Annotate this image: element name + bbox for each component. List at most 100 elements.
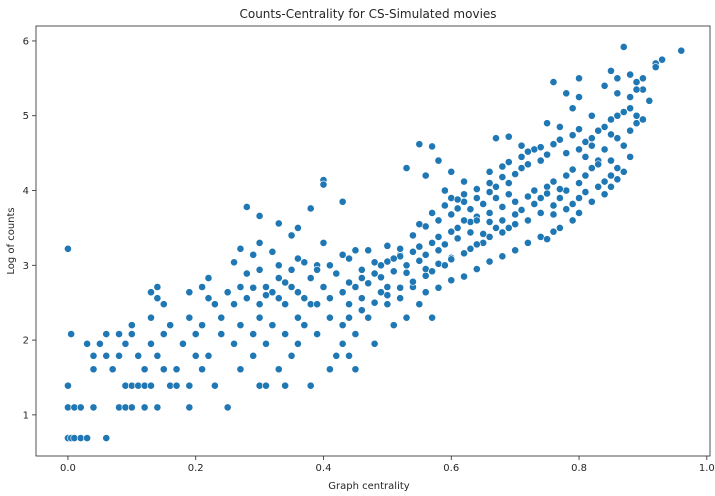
data-point: [568, 216, 577, 225]
data-point: [345, 300, 353, 309]
data-point: [549, 177, 558, 186]
points-layer: [64, 43, 686, 442]
data-point: [639, 115, 647, 124]
data-point: [555, 194, 564, 202]
data-point: [607, 182, 615, 191]
data-point: [281, 278, 290, 287]
data-point: [147, 339, 155, 348]
data-point: [255, 313, 264, 322]
x-tick-label: 0.8: [571, 463, 587, 474]
data-point: [383, 257, 392, 266]
data-point: [555, 185, 564, 193]
data-point: [281, 381, 290, 390]
data-point: [632, 111, 641, 120]
data-point: [204, 274, 213, 282]
data-point: [191, 330, 200, 338]
data-point: [255, 238, 264, 247]
data-point: [255, 300, 264, 309]
data-point: [626, 93, 635, 101]
data-point: [492, 194, 500, 202]
data-point: [89, 351, 98, 360]
data-point: [575, 93, 583, 101]
data-point: [300, 294, 309, 303]
data-point: [472, 194, 481, 202]
data-point: [313, 330, 321, 338]
data-point: [223, 403, 232, 412]
data-point: [95, 339, 104, 348]
data-point: [217, 313, 226, 322]
data-point: [447, 167, 456, 176]
data-point: [332, 351, 341, 360]
data-point: [127, 321, 136, 330]
data-point: [460, 177, 468, 186]
data-point: [517, 141, 526, 150]
data-point: [492, 182, 500, 191]
data-point: [415, 140, 424, 149]
data-point: [587, 197, 596, 206]
x-axis-label: Graph centrality: [328, 481, 409, 492]
data-point: [619, 141, 628, 150]
data-point: [479, 200, 488, 208]
data-point: [217, 330, 226, 338]
y-axis: 1 2 3 4 5 6: [23, 36, 36, 421]
data-point: [562, 149, 571, 158]
data-point: [434, 259, 443, 268]
data-point: [383, 300, 392, 309]
data-point: [485, 209, 494, 217]
y-tick-label: 1: [23, 410, 29, 421]
data-point: [287, 351, 296, 360]
data-point: [198, 321, 206, 330]
data-point: [421, 171, 430, 180]
data-point: [626, 104, 635, 113]
data-point: [613, 89, 622, 98]
data-point: [613, 175, 622, 184]
data-point: [300, 321, 309, 330]
data-point: [626, 152, 635, 161]
data-point: [440, 240, 449, 249]
data-point: [479, 238, 488, 247]
data-point: [568, 165, 577, 174]
data-point: [89, 403, 98, 412]
data-point: [472, 216, 481, 225]
data-point: [562, 171, 571, 180]
data-point: [230, 300, 238, 309]
data-point: [159, 330, 168, 338]
data-point: [294, 224, 302, 232]
data-point: [364, 246, 373, 255]
data-point: [453, 234, 462, 243]
data-point: [536, 143, 545, 152]
data-point: [619, 43, 628, 51]
data-point: [236, 321, 245, 330]
data-point: [166, 321, 175, 330]
data-point: [345, 313, 353, 322]
plot-frame: [35, 25, 711, 457]
data-point: [319, 283, 328, 291]
data-point: [632, 119, 641, 128]
data-point: [434, 246, 443, 255]
data-point: [479, 229, 488, 238]
data-point: [504, 179, 513, 187]
data-point: [428, 209, 436, 217]
data-point: [262, 283, 270, 291]
data-point: [402, 164, 411, 172]
data-point: [472, 185, 481, 193]
data-point: [357, 306, 366, 315]
data-point: [415, 220, 424, 229]
data-point: [447, 194, 456, 202]
data-point: [594, 182, 603, 191]
data-point: [460, 216, 468, 225]
data-point: [377, 261, 385, 270]
data-point: [613, 111, 622, 120]
data-point: [619, 108, 628, 116]
data-point: [262, 291, 270, 300]
data-point: [338, 197, 347, 206]
data-point: [249, 330, 258, 338]
data-point: [115, 351, 123, 360]
data-point: [396, 294, 405, 303]
data-point: [543, 189, 551, 198]
data-point: [504, 190, 513, 199]
data-point: [587, 141, 596, 150]
data-point: [147, 381, 155, 390]
data-point: [568, 200, 577, 208]
